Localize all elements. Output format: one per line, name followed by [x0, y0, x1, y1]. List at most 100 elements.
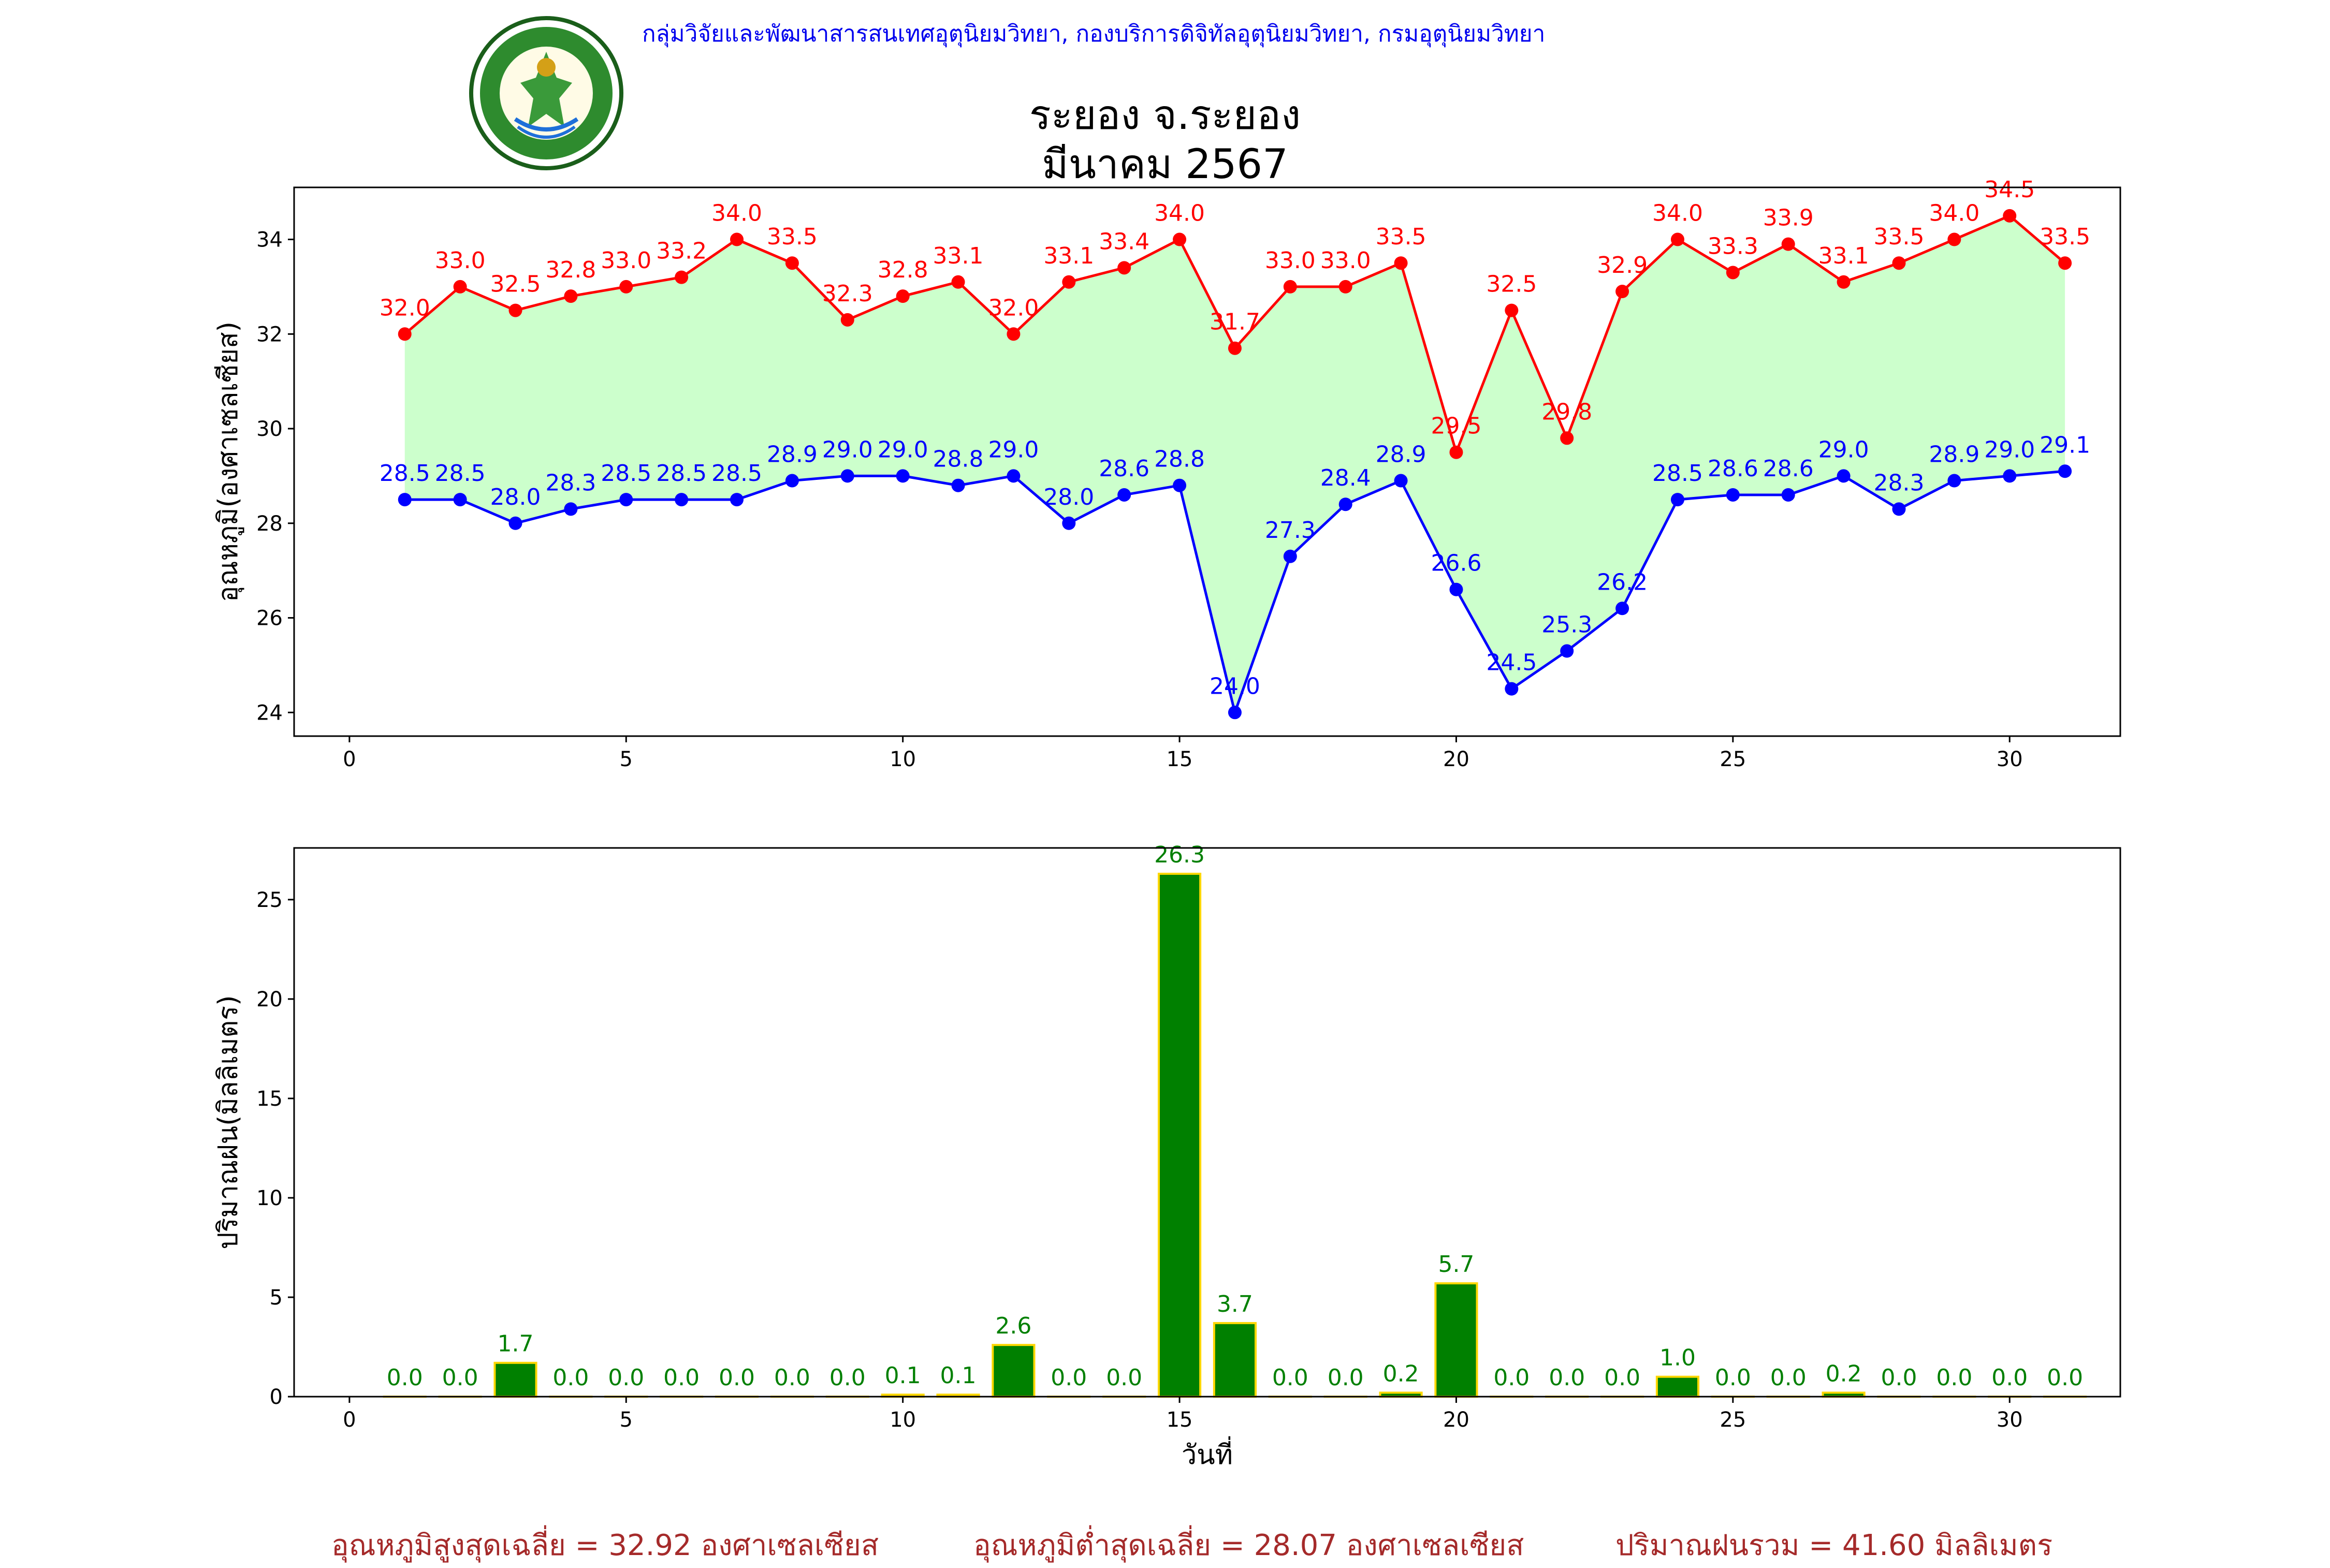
max-temperature-point	[1007, 327, 1020, 341]
min-temperature-point	[1837, 469, 1851, 482]
rainfall-bar	[1214, 1323, 1256, 1397]
rainfall-bar-label: 0.0	[1549, 1365, 1585, 1391]
temperature-y-tick-label: 26	[256, 607, 283, 631]
max-temperature-label: 33.2	[656, 238, 707, 265]
max-temperature-label: 33.0	[601, 247, 651, 274]
footer-avg-min: อุณหภูมิต่ำสุดเฉลี่ย = 28.07 องศาเซลเซีย…	[973, 1522, 1524, 1568]
rainfall-bar-label: 2.6	[995, 1313, 1031, 1339]
min-temperature-point	[1117, 488, 1131, 502]
min-temperature-label: 29.0	[878, 436, 928, 463]
max-temperature-point	[398, 327, 412, 341]
max-temperature-label: 33.0	[1265, 247, 1316, 274]
min-temperature-label: 28.3	[545, 470, 596, 496]
max-temperature-label: 34.0	[1929, 200, 1979, 227]
max-temperature-point	[1062, 275, 1075, 289]
max-temperature-point	[1782, 238, 1795, 251]
max-temperature-label: 33.5	[767, 224, 818, 250]
rainfall-bar-label: 0.1	[885, 1362, 921, 1389]
min-temperature-point	[1062, 517, 1075, 530]
rainfall-bar-label: 0.0	[387, 1365, 423, 1391]
max-temperature-point	[1449, 446, 1463, 459]
temperature-y-tick-label: 28	[256, 512, 283, 536]
rainfall-bar	[1159, 874, 1200, 1397]
rainfall-x-tick-label: 0	[343, 1408, 356, 1432]
rainfall-bar-label: 0.0	[552, 1365, 589, 1391]
max-temperature-label: 34.5	[1984, 177, 2035, 203]
min-temperature-label: 29.0	[822, 436, 873, 463]
rainfall-x-tick-label: 30	[1997, 1408, 2023, 1432]
min-temperature-label: 28.5	[656, 460, 707, 487]
max-temperature-point	[1671, 233, 1684, 246]
footer-total-rain: ปริมาณฝนรวม = 41.60 มิลลิเมตร	[1615, 1522, 2052, 1568]
rainfall-x-tick-label: 5	[620, 1408, 633, 1432]
min-temperature-point	[1449, 583, 1463, 596]
max-temperature-label: 29.8	[1541, 399, 1592, 425]
rainfall-x-tick-label: 20	[1443, 1408, 1469, 1432]
rainfall-bar-label: 0.0	[829, 1365, 866, 1391]
rainfall-y-tick-label: 10	[256, 1186, 283, 1210]
max-temperature-label: 34.0	[1652, 200, 1703, 227]
max-temperature-label: 33.1	[1818, 243, 1869, 269]
max-temperature-point	[2058, 256, 2072, 270]
rainfall-bar-label: 0.0	[442, 1365, 478, 1391]
rainfall-y-tick-label: 15	[256, 1087, 283, 1111]
min-temperature-point	[1394, 474, 1408, 488]
min-temperature-point	[1892, 502, 1905, 516]
min-temperature-point	[2058, 464, 2072, 478]
min-temperature-point	[730, 493, 744, 506]
rainfall-bar-label: 26.3	[1154, 842, 1205, 868]
min-temperature-label: 29.0	[988, 436, 1039, 463]
temperature-y-tick-label: 32	[256, 323, 283, 346]
min-temperature-label: 26.2	[1597, 569, 1648, 595]
max-temperature-label: 32.5	[1486, 271, 1537, 298]
rainfall-bar-label: 0.1	[940, 1362, 977, 1389]
min-temperature-point	[785, 474, 799, 488]
rainfall-bar-label: 0.0	[1493, 1365, 1530, 1391]
min-temperature-label: 28.9	[1929, 442, 1979, 468]
max-temperature-point	[2003, 209, 2016, 223]
min-temperature-point	[1173, 479, 1186, 492]
min-temperature-label: 28.6	[1763, 456, 1814, 482]
max-temperature-point	[1394, 256, 1408, 270]
min-temperature-label: 28.8	[933, 446, 984, 473]
min-temperature-point	[1560, 644, 1574, 658]
rainfall-x-axis-label: วันที่	[1182, 1436, 1233, 1471]
rainfall-bar	[1435, 1283, 1477, 1397]
max-temperature-label: 33.9	[1763, 205, 1814, 231]
rainfall-bar-label: 0.0	[1881, 1365, 1917, 1391]
min-temperature-label: 29.1	[2040, 432, 2090, 458]
min-temperature-label: 28.8	[1154, 446, 1205, 473]
min-temperature-label: 28.5	[380, 460, 430, 487]
min-temperature-label: 28.6	[1099, 456, 1149, 482]
rainfall-bar-label: 3.7	[1217, 1291, 1253, 1317]
rainfall-bar	[993, 1345, 1034, 1397]
rainfall-y-tick-label: 25	[256, 888, 283, 912]
min-temperature-label: 28.4	[1320, 465, 1371, 491]
rainfall-bar-label: 0.0	[1770, 1365, 1807, 1391]
rainfall-bar	[494, 1363, 536, 1397]
max-temperature-label: 33.5	[2040, 224, 2090, 250]
max-temperature-point	[564, 289, 577, 303]
max-temperature-label: 33.0	[1320, 247, 1371, 274]
rainfall-bar-label: 0.0	[1936, 1365, 1972, 1391]
min-temperature-point	[1228, 706, 1242, 719]
temperature-x-tick-label: 25	[1720, 748, 1746, 771]
rainfall-bar-label: 0.0	[2047, 1365, 2083, 1391]
rainfall-y-tick-label: 0	[270, 1385, 283, 1409]
temperature-x-tick-label: 30	[1997, 748, 2023, 771]
min-temperature-point	[619, 493, 633, 506]
max-temperature-point	[1339, 280, 1352, 294]
rainfall-bar	[1657, 1377, 1698, 1397]
min-temperature-point	[1284, 550, 1297, 563]
rainfall-bar-label: 0.2	[1826, 1360, 1862, 1387]
rainfall-bar-label: 0.0	[608, 1365, 644, 1391]
max-temperature-point	[1726, 266, 1740, 279]
min-temperature-label: 28.5	[1652, 460, 1703, 487]
min-temperature-point	[1505, 682, 1518, 696]
temperature-range-fill	[405, 216, 2065, 712]
max-temperature-label: 32.0	[988, 295, 1039, 321]
max-temperature-point	[1892, 256, 1905, 270]
rainfall-bar-label: 0.0	[1604, 1365, 1640, 1391]
